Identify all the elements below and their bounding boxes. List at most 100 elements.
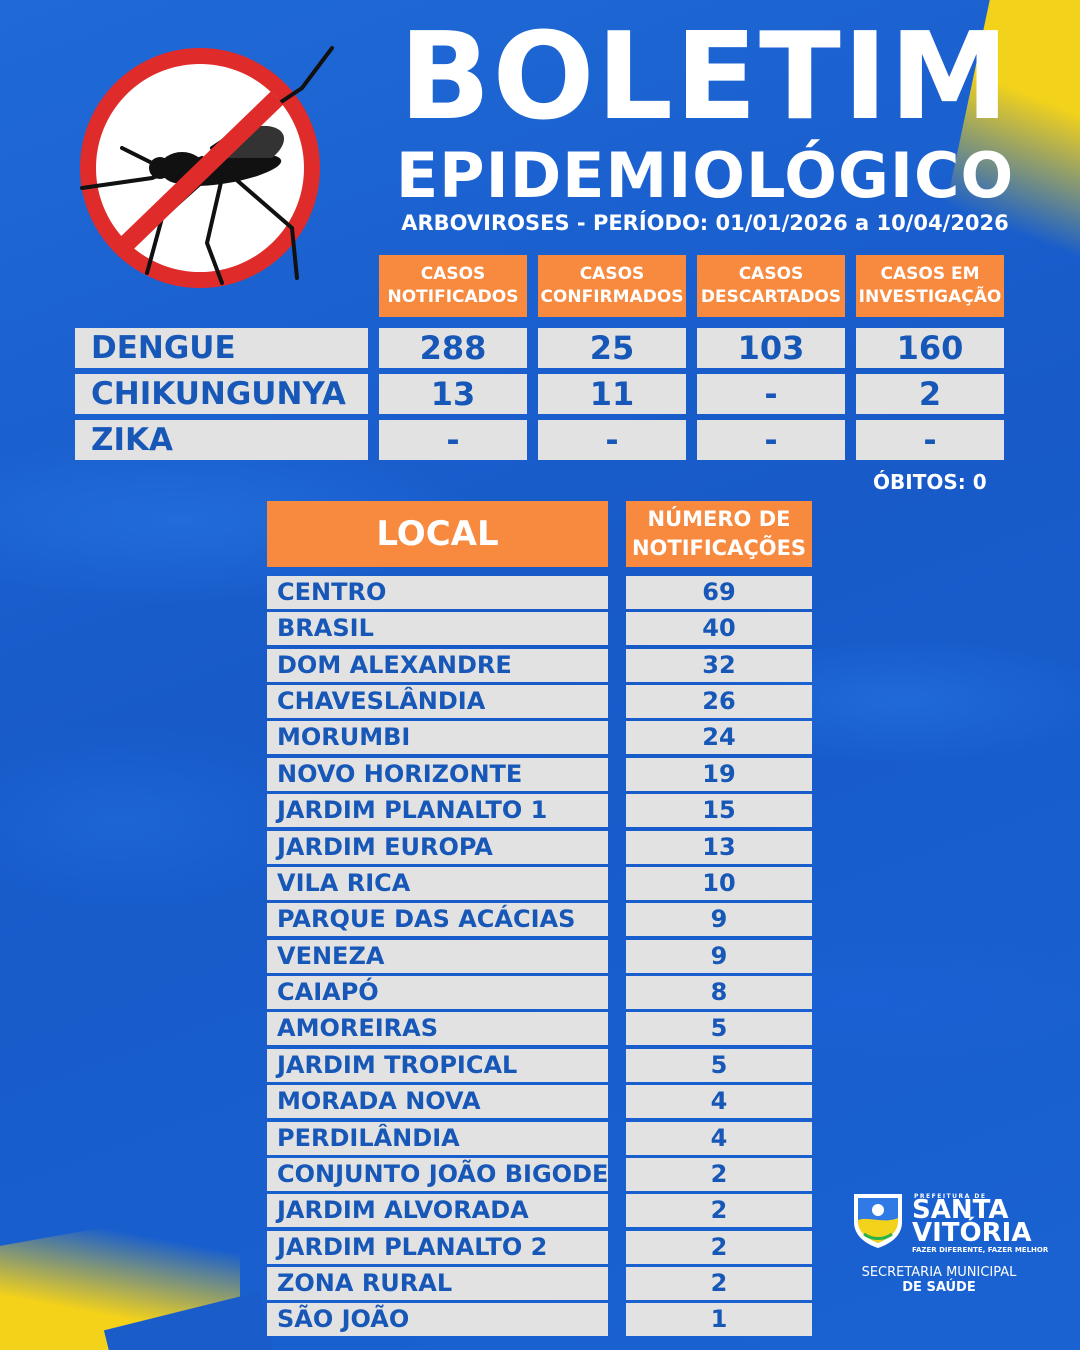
location-name: MORUMBI <box>267 721 608 754</box>
table-cell: 160 <box>856 328 1004 368</box>
location-name: JARDIM ALVORADA <box>267 1194 608 1227</box>
column-header-label: CASOS EM INVESTIGAÇÃO <box>858 264 1002 307</box>
column-header-notificados: CASOS NOTIFICADOS <box>379 255 527 317</box>
table-cell: - <box>538 420 686 460</box>
location-name: CAIAPÓ <box>267 976 608 1009</box>
location-count: 40 <box>626 612 812 645</box>
disease-label-zika: ZIKA <box>75 420 368 460</box>
location-count: 2 <box>626 1231 812 1264</box>
location-name: VILA RICA <box>267 867 608 900</box>
table-row: DOM ALEXANDRE 32 <box>267 649 812 682</box>
table-row: CAIAPÓ 8 <box>267 976 812 1009</box>
table-row: SÃO JOÃO 1 <box>267 1303 812 1336</box>
table-cell: - <box>856 420 1004 460</box>
location-count: 2 <box>626 1158 812 1191</box>
column-header-label: CASOS DESCARTADOS <box>700 264 842 307</box>
table-cell: 11 <box>538 374 686 414</box>
logo-city-line2: VITÓRIA <box>912 1218 1032 1248</box>
table-row: PARQUE DAS ACÁCIAS 9 <box>267 903 812 936</box>
location-count: 9 <box>626 940 812 973</box>
location-name: BRASIL <box>267 612 608 645</box>
location-count: 24 <box>626 721 812 754</box>
table-row: PERDILÂNDIA 4 <box>267 1122 812 1155</box>
location-count: 32 <box>626 649 812 682</box>
disease-label-dengue: DENGUE <box>75 328 368 368</box>
location-count: 4 <box>626 1122 812 1155</box>
column-header-label: CASOS NOTIFICADOS <box>387 264 519 307</box>
location-name: JARDIM PLANALTO 1 <box>267 794 608 827</box>
column-header-label: CASOS CONFIRMADOS <box>540 264 684 307</box>
city-crest-icon <box>854 1194 902 1248</box>
column-header-confirmados: CASOS CONFIRMADOS <box>538 255 686 317</box>
table-cell: 25 <box>538 328 686 368</box>
location-count: 69 <box>626 576 812 609</box>
table-row: AMOREIRAS 5 <box>267 1012 812 1045</box>
location-name: JARDIM TROPICAL <box>267 1049 608 1082</box>
location-count: 19 <box>626 758 812 791</box>
deaths-count: ÓBITOS: 0 <box>873 470 987 494</box>
location-name: MORADA NOVA <box>267 1085 608 1118</box>
table-row: JARDIM EUROPA 13 <box>267 831 812 864</box>
location-name: CONJUNTO JOÃO BIGODE <box>267 1158 608 1191</box>
location-name: PARQUE DAS ACÁCIAS <box>267 903 608 936</box>
location-name: ZONA RURAL <box>267 1267 608 1300</box>
location-name: JARDIM PLANALTO 2 <box>267 1231 608 1264</box>
page-title: BOLETIM <box>399 8 1011 147</box>
table-row: CENTRO 69 <box>267 576 812 609</box>
location-name: NOVO HORIZONTE <box>267 758 608 791</box>
table-cell: - <box>697 420 845 460</box>
column-header-label: NÚMERO DE NOTIFICAÇÕES <box>631 507 807 560</box>
location-count: 5 <box>626 1012 812 1045</box>
municipality-logo: PREFEITURA DE SANTA VITÓRIA FAZER DIFERE… <box>850 1185 1050 1300</box>
table-row: ZONA RURAL 2 <box>267 1267 812 1300</box>
logo-prefix: PREFEITURA DE <box>914 1193 987 1200</box>
column-header-notificacoes: NÚMERO DE NOTIFICAÇÕES <box>626 501 812 567</box>
location-count: 4 <box>626 1085 812 1118</box>
location-name: PERDILÂNDIA <box>267 1122 608 1155</box>
table-row: VILA RICA 10 <box>267 867 812 900</box>
location-name: VENEZA <box>267 940 608 973</box>
table-row: BRASIL 40 <box>267 612 812 645</box>
location-count: 2 <box>626 1194 812 1227</box>
table-row: MORADA NOVA 4 <box>267 1085 812 1118</box>
location-count: 1 <box>626 1303 812 1336</box>
location-count: 8 <box>626 976 812 1009</box>
column-header-descartados: CASOS DESCARTADOS <box>697 255 845 317</box>
table-cell: 288 <box>379 328 527 368</box>
location-name: CENTRO <box>267 576 608 609</box>
page-title-line2: EPIDEMIOLÓGICO <box>395 139 1015 212</box>
location-name: AMOREIRAS <box>267 1012 608 1045</box>
column-header-investigacao: CASOS EM INVESTIGAÇÃO <box>856 255 1004 317</box>
location-name: DOM ALEXANDRE <box>267 649 608 682</box>
location-count: 2 <box>626 1267 812 1300</box>
location-count: 15 <box>626 794 812 827</box>
location-name: JARDIM EUROPA <box>267 831 608 864</box>
secretaria-line2: DE SAÚDE <box>902 1280 976 1295</box>
secretaria-line1: SECRETARIA MUNICIPAL <box>861 1265 1017 1280</box>
table-cell: - <box>697 374 845 414</box>
location-count: 26 <box>626 685 812 718</box>
table-row: VENEZA 9 <box>267 940 812 973</box>
column-header-label: LOCAL <box>376 514 499 554</box>
table-row: JARDIM ALVORADA 2 <box>267 1194 812 1227</box>
disease-label-chikungunya: CHIKUNGUNYA <box>75 374 368 414</box>
table-cell: - <box>379 420 527 460</box>
location-count: 10 <box>626 867 812 900</box>
location-count: 5 <box>626 1049 812 1082</box>
no-mosquito-icon <box>80 46 334 288</box>
table-cell: 103 <box>697 328 845 368</box>
location-name: SÃO JOÃO <box>267 1303 608 1336</box>
table-cell: 2 <box>856 374 1004 414</box>
logo-city-line1: SANTA <box>912 1195 1009 1225</box>
logo-motto: FAZER DIFERENTE, FAZER MELHOR <box>912 1246 1049 1254</box>
table-row: MORUMBI 24 <box>267 721 812 754</box>
location-name: CHAVESLÂNDIA <box>267 685 608 718</box>
table-row: JARDIM PLANALTO 1 15 <box>267 794 812 827</box>
table-row: CHAVESLÂNDIA 26 <box>267 685 812 718</box>
table-row: CONJUNTO JOÃO BIGODE 2 <box>267 1158 812 1191</box>
table-row: JARDIM TROPICAL 5 <box>267 1049 812 1082</box>
table-row: JARDIM PLANALTO 2 2 <box>267 1231 812 1264</box>
period-subtitle: ARBOVIROSES - PERÍODO: 01/01/2026 a 10/0… <box>401 211 1009 235</box>
table-cell: 13 <box>379 374 527 414</box>
location-count: 9 <box>626 903 812 936</box>
